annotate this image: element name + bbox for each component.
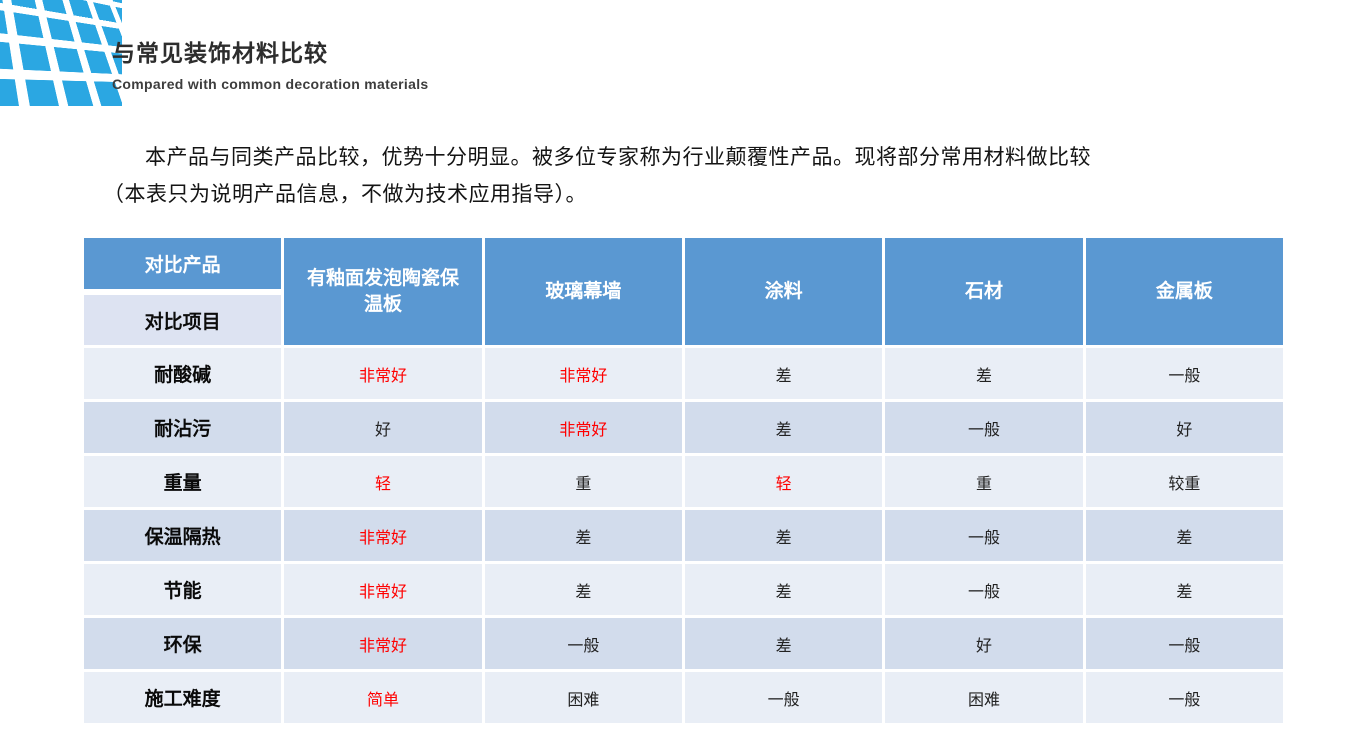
table-cell: 困难 bbox=[484, 672, 682, 723]
table-cell: 一般 bbox=[885, 402, 1083, 453]
cell-value: 好 bbox=[374, 421, 391, 439]
table-cell: 差 bbox=[684, 402, 883, 453]
cell-value: 差 bbox=[1176, 583, 1193, 601]
cell-value: 差 bbox=[775, 529, 792, 547]
table-cell: 好 bbox=[1085, 402, 1283, 453]
intro-line-1: 本产品与同类产品比较，优势十分明显。被多位专家称为行业颠覆性产品。现将部分常用材… bbox=[145, 146, 1091, 169]
cell-value: 好 bbox=[1176, 421, 1193, 439]
corner-header-cell: 对比产品 对比项目 bbox=[84, 238, 282, 345]
cell-value: 非常好 bbox=[559, 421, 608, 439]
column-header-label: 有釉面发泡陶瓷保温板 bbox=[306, 267, 459, 315]
row-label: 耐沾污 bbox=[84, 402, 282, 453]
column-header-coating: 涂料 bbox=[684, 238, 883, 345]
table-cell: 差 bbox=[484, 564, 682, 615]
column-header-metal-panel: 金属板 bbox=[1085, 238, 1283, 345]
intro-paragraph: 本产品与同类产品比较，优势十分明显。被多位专家称为行业颠覆性产品。现将部分常用材… bbox=[103, 139, 1265, 213]
cell-value: 差 bbox=[575, 583, 592, 601]
table-cell: 重 bbox=[885, 456, 1083, 507]
row-label: 环保 bbox=[84, 618, 282, 669]
table-cell: 一般 bbox=[885, 510, 1083, 561]
table-cell: 差 bbox=[1085, 564, 1283, 615]
table-cell: 差 bbox=[484, 510, 682, 561]
cell-value: 困难 bbox=[567, 691, 600, 709]
row-label: 耐酸碱 bbox=[84, 348, 282, 399]
cell-value: 重 bbox=[575, 475, 592, 493]
table-cell: 差 bbox=[684, 348, 883, 399]
table-cell: 差 bbox=[684, 618, 883, 669]
corner-header-item: 对比项目 bbox=[84, 295, 282, 345]
cell-value: 一般 bbox=[967, 529, 1000, 547]
table-cell: 非常好 bbox=[284, 618, 482, 669]
column-header-stone: 石材 bbox=[885, 238, 1083, 345]
table-cell: 简单 bbox=[284, 672, 482, 723]
table-cell: 一般 bbox=[484, 618, 682, 669]
table-cell: 较重 bbox=[1085, 456, 1283, 507]
table-cell: 好 bbox=[284, 402, 482, 453]
cell-value: 差 bbox=[775, 421, 792, 439]
table-cell: 一般 bbox=[1085, 348, 1283, 399]
table-cell: 非常好 bbox=[484, 348, 682, 399]
table-cell: 好 bbox=[885, 618, 1083, 669]
page-title: 与常见装饰材料比较 bbox=[112, 40, 328, 66]
cell-value: 非常好 bbox=[559, 367, 608, 385]
row-label: 重量 bbox=[84, 456, 282, 507]
row-label: 保温隔热 bbox=[84, 510, 282, 561]
column-header-ceramic-board: 有釉面发泡陶瓷保温板 bbox=[284, 238, 482, 345]
cell-value: 差 bbox=[775, 583, 792, 601]
table-cell: 非常好 bbox=[284, 510, 482, 561]
cell-value: 非常好 bbox=[358, 367, 407, 385]
cell-value: 一般 bbox=[1168, 367, 1201, 385]
cell-value: 轻 bbox=[374, 475, 391, 493]
table-cell: 差 bbox=[684, 510, 883, 561]
table-cell: 一般 bbox=[1085, 672, 1283, 723]
table-cell: 非常好 bbox=[484, 402, 682, 453]
table-cell: 一般 bbox=[885, 564, 1083, 615]
cell-value: 一般 bbox=[1168, 691, 1201, 709]
section-header: 与常见装饰材料比较 Compared with common decoratio… bbox=[112, 34, 428, 92]
cell-value: 一般 bbox=[767, 691, 800, 709]
cell-value: 差 bbox=[975, 367, 992, 385]
corner-header-product: 对比产品 bbox=[84, 238, 282, 289]
cell-value: 一般 bbox=[967, 583, 1000, 601]
cell-value: 困难 bbox=[967, 691, 1000, 709]
table-cell: 一般 bbox=[1085, 618, 1283, 669]
cell-value: 非常好 bbox=[358, 529, 407, 547]
table-cell: 差 bbox=[1085, 510, 1283, 561]
brand-grid-logo-icon bbox=[0, 0, 122, 106]
cell-value: 一般 bbox=[967, 421, 1000, 439]
cell-value: 差 bbox=[775, 367, 792, 385]
table-cell: 差 bbox=[684, 564, 883, 615]
table-cell: 一般 bbox=[684, 672, 883, 723]
cell-value: 重 bbox=[975, 475, 992, 493]
table-cell: 差 bbox=[885, 348, 1083, 399]
cell-value: 非常好 bbox=[358, 583, 407, 601]
cell-value: 好 bbox=[975, 637, 992, 655]
cell-value: 一般 bbox=[567, 637, 600, 655]
table-cell: 非常好 bbox=[284, 348, 482, 399]
table-cell: 轻 bbox=[684, 456, 883, 507]
intro-line-2: （本表只为说明产品信息，不做为技术应用指导）。 bbox=[103, 183, 587, 206]
logo-tile-pattern bbox=[0, 0, 122, 106]
cell-value: 轻 bbox=[775, 475, 792, 493]
cell-value: 非常好 bbox=[358, 637, 407, 655]
page-subtitle: Compared with common decoration material… bbox=[112, 76, 429, 92]
table-cell: 轻 bbox=[284, 456, 482, 507]
row-label: 施工难度 bbox=[84, 672, 282, 723]
table-cell: 重 bbox=[484, 456, 682, 507]
comparison-table: 对比产品 对比项目 有釉面发泡陶瓷保温板 玻璃幕墙 涂料 石材 金属板 耐酸碱 … bbox=[84, 238, 1283, 723]
row-label: 节能 bbox=[84, 564, 282, 615]
cell-value: 一般 bbox=[1168, 637, 1201, 655]
column-header-glass-curtain-wall: 玻璃幕墙 bbox=[484, 238, 682, 345]
cell-value: 差 bbox=[775, 637, 792, 655]
cell-value: 差 bbox=[575, 529, 592, 547]
cell-value: 简单 bbox=[366, 691, 399, 709]
table-cell: 非常好 bbox=[284, 564, 482, 615]
cell-value: 差 bbox=[1176, 529, 1193, 547]
table-cell: 困难 bbox=[885, 672, 1083, 723]
cell-value: 较重 bbox=[1168, 475, 1201, 493]
